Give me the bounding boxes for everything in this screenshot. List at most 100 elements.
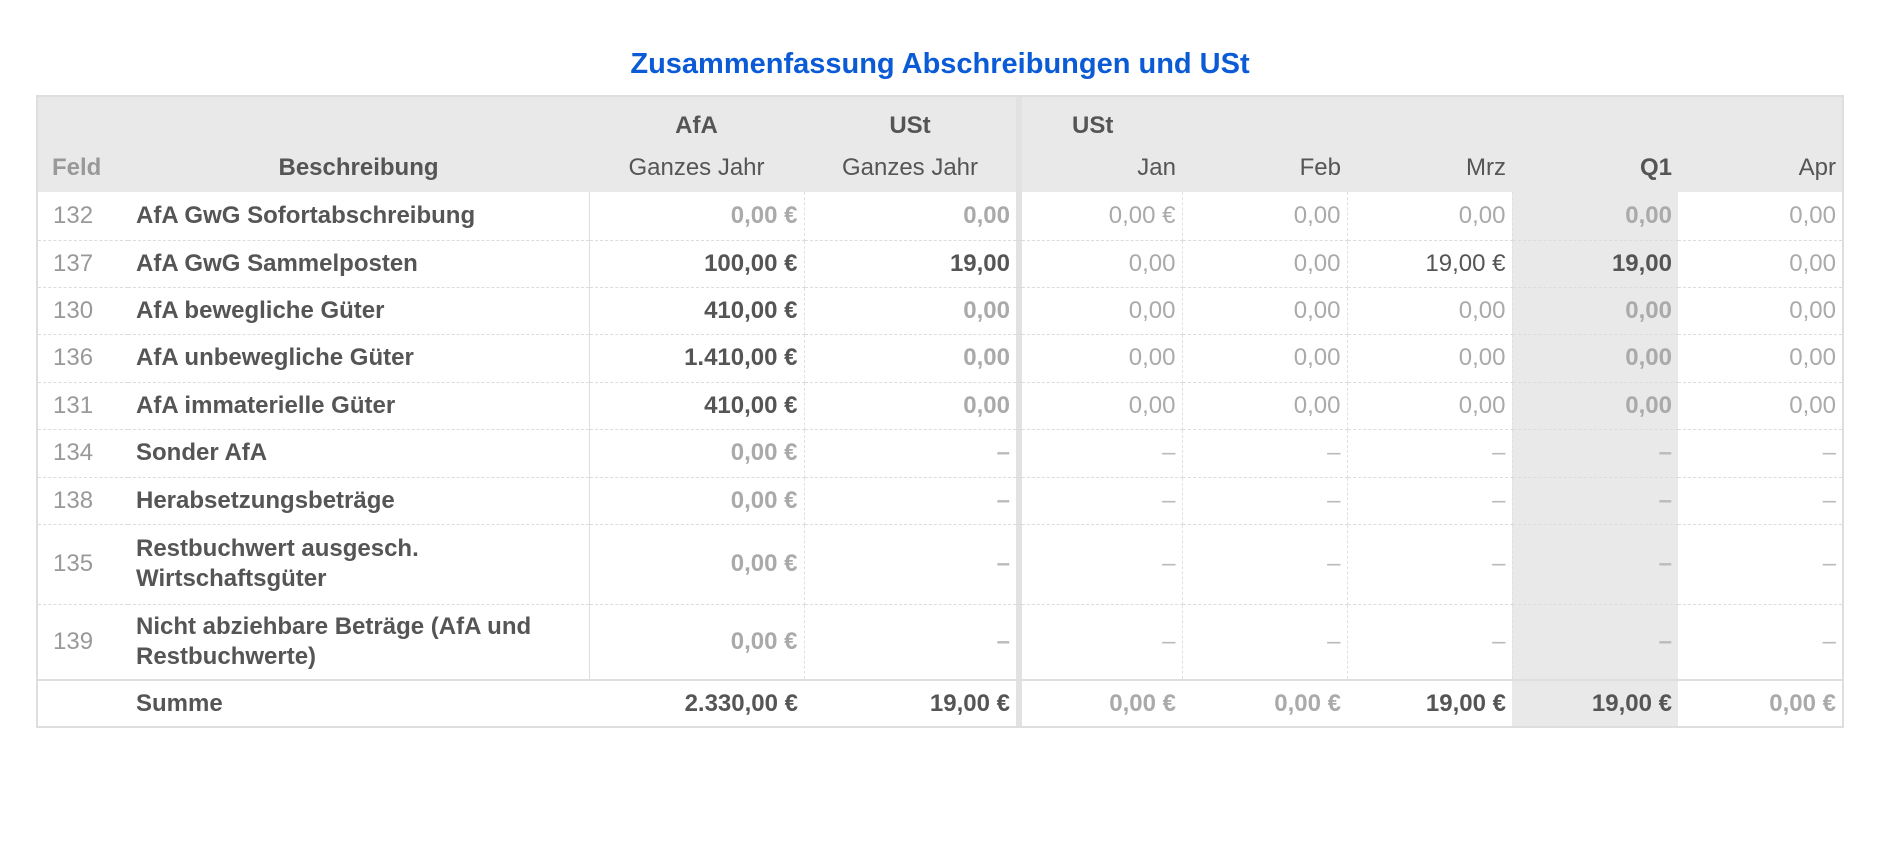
feld-number: 132 [37,192,128,241]
column-separator [1016,334,1022,383]
header-row: Feld Beschreibung Ganzes Jahr Ganzes Jah… [37,144,1843,192]
cell-apr: – [1678,604,1843,681]
table-row: 132 AfA GwG Sofortabschreibung 0,00 €0,00 0… [37,192,1843,241]
summe-q1: 19,00 € [1512,680,1678,728]
cell-ust: – [804,477,1016,525]
summe-ust: 19,00 € [804,680,1016,728]
cell-jan: 0,00 [1022,334,1183,383]
cell-q1: – [1512,429,1678,478]
cell-jan: – [1022,604,1183,681]
cell-mrz: – [1347,429,1513,478]
header-mrz: Mrz [1466,154,1506,181]
page-title: Zusammenfassung Abschreibungen und USt [630,48,1250,80]
summe-mrz: 19,00 € [1347,680,1512,728]
cell-mrz: – [1347,604,1513,681]
cell-ust: – [804,524,1016,605]
cell-ust: 0,00 [804,192,1016,241]
summe-jan: 0,00 € [1022,680,1182,728]
description: Sonder AfA [128,429,590,478]
cell-mrz: 0,00 [1347,382,1513,430]
cell-feb: 0,00 [1182,287,1348,335]
cell-ust: – [804,604,1016,681]
feld-number: 130 [37,287,128,335]
header-feld: Feld [52,154,102,181]
header-q1: Q1 [1512,144,1678,192]
table-row: 137 AfA GwG Sammelposten 100,00 €19,00 0,00… [37,240,1843,288]
column-separator [1016,680,1022,728]
table-row: 130 AfA bewegliche Güter 410,00 €0,00 0,00 0… [37,287,1843,335]
cell-feb: 0,00 [1182,334,1348,383]
description: AfA unbewegliche Güter [128,334,590,383]
column-separator [1016,604,1022,681]
table-row: 138 Herabsetzungsbeträge 0,00 € – – – – – – [37,477,1843,525]
cell-afa: 410,00 € [589,287,805,335]
cell-afa: 0,00 € [589,477,805,525]
cell-jan: – [1022,477,1183,525]
summe-feb: 0,00 € [1182,680,1347,728]
cell-ust: 0,00 [804,334,1016,383]
cell-q1: 0,00 [1512,382,1678,430]
cell-ust: 19,00 [804,240,1016,288]
header-group-row: AfA USt USt [37,96,1843,144]
header-group-afa: AfA [675,112,718,139]
feld-number: 139 [37,604,128,681]
summe-apr: 0,00 € [1678,680,1843,728]
cell-q1: 0,00 [1512,287,1678,335]
cell-feb: 0,00 [1182,240,1348,288]
cell-jan: – [1022,524,1183,605]
cell-jan: – [1022,429,1183,478]
summe-label: Summe [128,680,589,728]
cell-apr: – [1678,524,1843,605]
description: Nicht abziehbare Beträge (AfA und Restbu… [128,604,590,681]
cell-mrz: 19,00 € [1347,240,1513,288]
column-separator [1016,429,1022,478]
column-separator [1016,287,1022,335]
header-group-ust-year: USt [889,112,931,139]
cell-apr: 0,00 [1678,334,1843,383]
column-separator [1016,477,1022,525]
cell-jan: 0,00 [1022,240,1183,288]
feld-number: 134 [37,429,128,478]
cell-afa: 1.410,00 € [589,334,805,383]
header-ust-ganzes-jahr: Ganzes Jahr [841,154,979,181]
cell-q1: 19,00 [1512,240,1678,288]
header-apr: Apr [1798,154,1836,181]
header-beschreibung: Beschreibung [278,154,439,181]
description: AfA immaterielle Güter [128,382,590,430]
table-body: 132 AfA GwG Sofortabschreibung 0,00 €0,00 0… [37,192,1843,681]
cell-afa: 410,00 € [589,382,805,430]
cell-mrz: – [1347,524,1513,605]
cell-q1: – [1512,604,1678,681]
cell-apr: 0,00 [1678,382,1843,430]
cell-jan: 0,00 [1022,287,1183,335]
column-separator [1016,192,1022,241]
feld-number: 138 [37,477,128,525]
cell-mrz: 0,00 [1347,287,1513,335]
cell-feb: – [1182,604,1348,681]
cell-apr: 0,00 [1678,240,1843,288]
cell-afa: 100,00 € [589,240,805,288]
cell-ust: – [804,429,1016,478]
cell-apr: – [1678,477,1843,525]
cell-feb: – [1182,524,1348,605]
column-separator [1016,96,1022,144]
cell-jan: 0,00 € [1022,192,1183,241]
header-afa-ganzes-jahr: Ganzes Jahr [628,154,765,181]
table-row: 135 Restbuchwert ausgesch. Wirtschaftsgüt… [37,524,1843,605]
feld-number: 137 [37,240,128,288]
summary-table: AfA USt USt Feld Beschreibung Ganzes Jah… [36,95,1844,728]
cell-q1: 0,00 [1512,334,1678,383]
cell-feb: 0,00 [1182,382,1348,430]
table-row: 139 Nicht abziehbare Beträge (AfA und Res… [37,604,1843,681]
header-feb: Feb [1299,154,1341,181]
cell-mrz: 0,00 [1347,334,1513,383]
cell-ust: 0,00 [804,287,1016,335]
feld-number: 135 [37,524,128,605]
cell-q1: – [1512,477,1678,525]
header-jan: Jan [1137,154,1176,181]
column-separator [1016,240,1022,288]
description: Herabsetzungsbeträge [128,477,590,525]
cell-mrz: – [1347,477,1513,525]
cell-apr: 0,00 [1678,287,1843,335]
cell-feb: – [1182,429,1348,478]
